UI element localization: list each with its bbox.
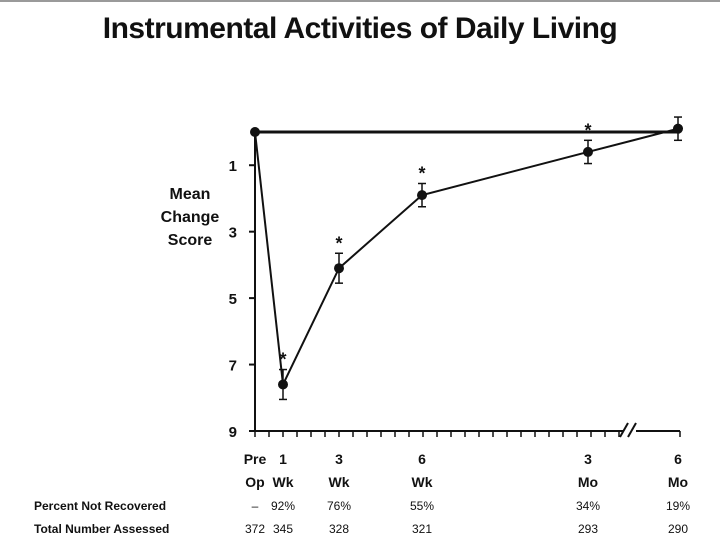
x-tick-label: Wk	[329, 474, 350, 490]
significance-star: *	[418, 163, 425, 183]
y-axis-label: Change	[161, 209, 220, 226]
y-tick-label: 7	[229, 358, 237, 375]
data-point	[417, 190, 427, 201]
table-cell: –	[252, 499, 259, 513]
x-tick-label: Mo	[578, 474, 598, 490]
axis-break-mark	[627, 422, 637, 438]
x-tick-label: Wk	[412, 474, 433, 490]
table-cell: 76%	[327, 499, 351, 513]
y-axis-label: Mean	[170, 186, 211, 203]
table-cell: 55%	[410, 499, 434, 513]
x-tick-label: 3	[584, 451, 592, 467]
table-cell: 293	[578, 522, 598, 536]
x-tick-label: 6	[418, 451, 426, 467]
y-tick-label: 5	[229, 291, 237, 308]
table-cell: 372	[245, 522, 265, 536]
significance-star: *	[335, 233, 342, 253]
x-tick-label: 1	[279, 451, 287, 467]
table-cell: 34%	[576, 499, 600, 513]
axis-break-mark	[619, 422, 629, 438]
top-border-line	[0, 0, 720, 2]
series-line	[254, 127, 679, 389]
significance-star: *	[584, 120, 591, 140]
table-cell: 328	[329, 522, 349, 536]
table-cell: 92%	[271, 499, 295, 513]
table-cell: 19%	[666, 499, 690, 513]
x-tick-label: 3	[335, 451, 343, 467]
data-point	[250, 127, 260, 137]
data-point	[673, 123, 683, 134]
x-tick-label: Pre	[244, 451, 267, 467]
x-tick-label: Mo	[668, 474, 688, 490]
table-cell: 290	[668, 522, 688, 536]
table-row-label: Percent Not Recovered	[34, 499, 166, 513]
table-row-label: Total Number Assessed	[34, 522, 169, 536]
y-tick-label: 3	[229, 225, 237, 242]
x-tick-label: 6	[674, 451, 682, 467]
x-tick-label: Wk	[273, 474, 294, 490]
table-cell: 321	[412, 522, 432, 536]
x-tick-label: Op	[245, 474, 264, 490]
y-axis-label: Score	[168, 232, 213, 249]
table-cell: 345	[273, 522, 293, 536]
significance-star: *	[279, 350, 286, 370]
data-point	[278, 379, 288, 390]
chart-title: Instrumental Activities of Daily Living	[102, 12, 618, 45]
data-point	[334, 263, 344, 274]
y-tick-label: 9	[229, 424, 237, 441]
data-point	[583, 146, 593, 157]
y-tick-label: 1	[229, 158, 237, 175]
